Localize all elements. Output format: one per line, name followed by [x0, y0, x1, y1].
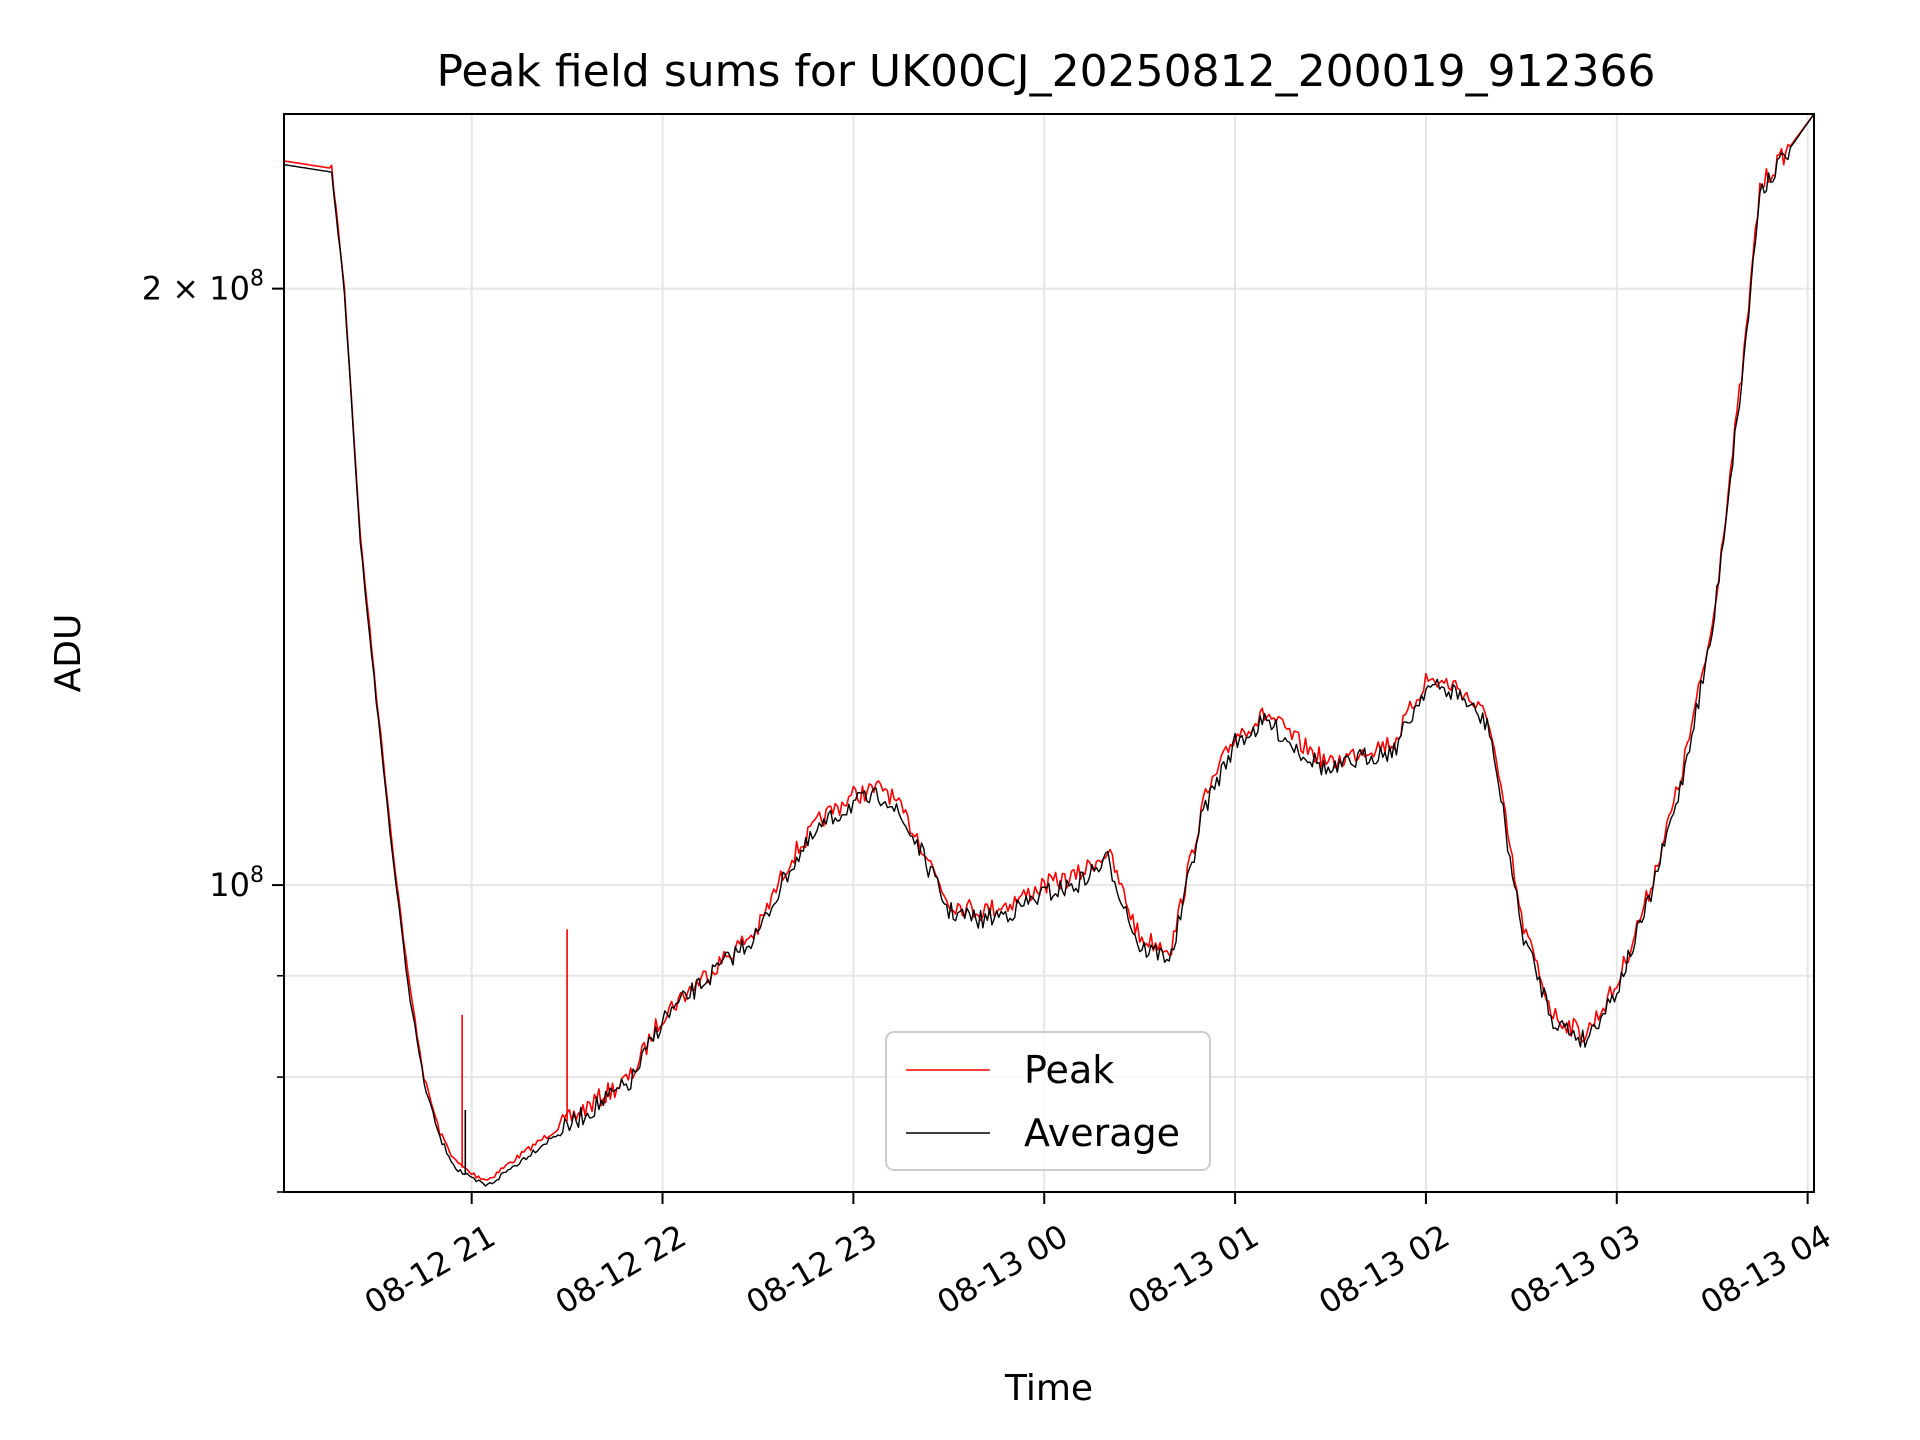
y-axis: 108 2 × 108 [142, 267, 284, 1193]
y-tick-label: 2 × 108 [142, 267, 264, 308]
series-layer [283, 113, 1815, 1187]
series-line-average [283, 113, 1815, 1187]
legend-label-average: Average [1024, 1111, 1180, 1155]
legend-box [885, 1031, 1211, 1171]
y-tick-label: 108 [209, 863, 264, 904]
y-axis-label: ADU [48, 614, 89, 693]
plot-frame [283, 113, 1815, 1193]
x-axis-label: Time [1004, 1368, 1093, 1409]
chart-title: Peak field sums for UK00CJ_20250812_2000… [436, 46, 1655, 97]
legend: Peak Average [885, 1031, 1211, 1171]
series-line-peak [283, 113, 1815, 1181]
legend-label-peak: Peak [1024, 1048, 1114, 1092]
